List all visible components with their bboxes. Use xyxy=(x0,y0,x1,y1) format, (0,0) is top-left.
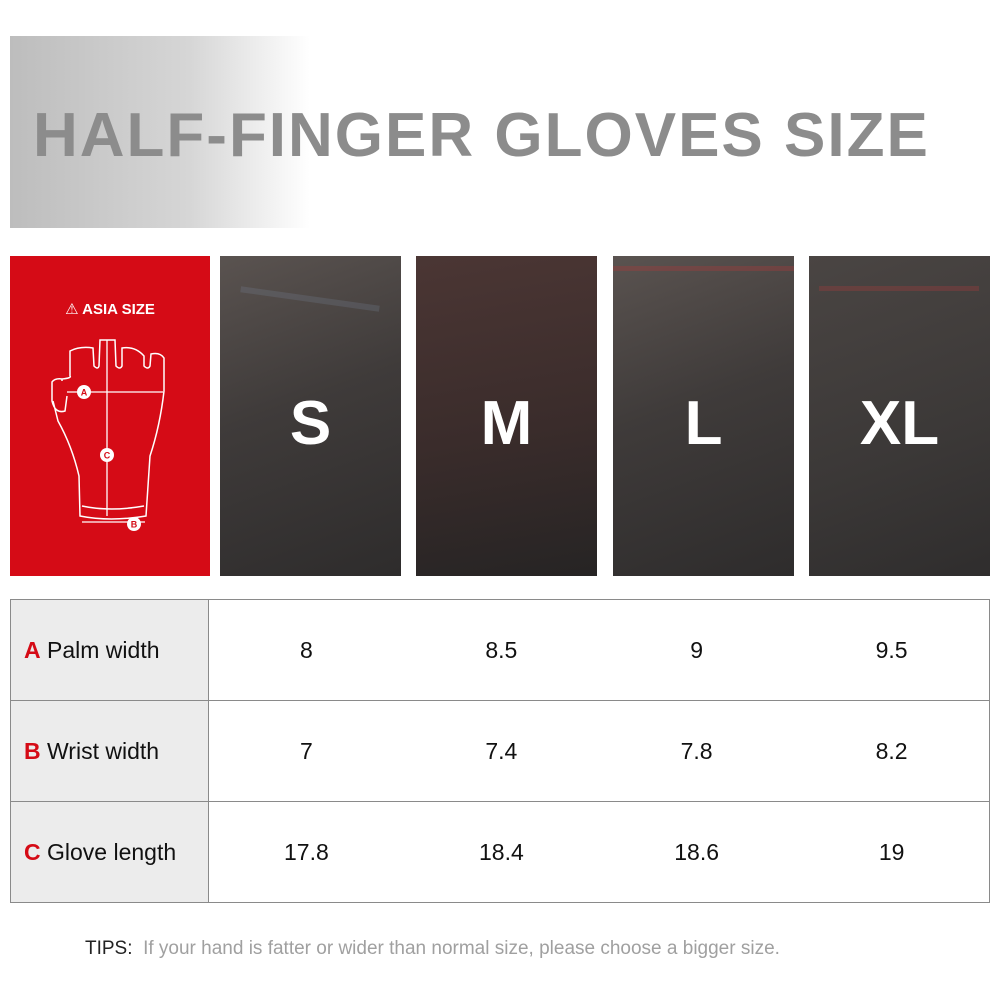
tips-note: TIPS: If your hand is fatter or wider th… xyxy=(85,938,965,960)
row-label: C Glove length xyxy=(10,801,209,903)
marker-b: B xyxy=(131,520,138,530)
size-photo-l: L xyxy=(613,256,794,576)
cell: 18.6 xyxy=(599,801,795,903)
asia-size-heading: ⚠ ASIA SIZE xyxy=(65,301,155,318)
size-label-l: L xyxy=(684,389,723,458)
cell: 7.8 xyxy=(599,700,795,802)
tips-label: TIPS: xyxy=(85,938,133,959)
table-row-wrist-width: B Wrist width 7 7.4 7.8 8.2 xyxy=(10,700,991,802)
cell: 8.2 xyxy=(794,700,991,802)
size-table: A Palm width 8 8.5 9 9.5 B Wrist width 7… xyxy=(10,599,991,903)
size-photo-m: M xyxy=(416,256,597,576)
size-photo-s: S xyxy=(220,256,401,576)
cell: 7.4 xyxy=(403,700,599,802)
cell: 8.5 xyxy=(403,599,599,701)
size-label-xl: XL xyxy=(859,389,940,458)
cell: 7 xyxy=(208,700,404,802)
row-label: A Palm width xyxy=(10,599,209,701)
marker-c: C xyxy=(104,451,111,461)
size-label-s: S xyxy=(289,389,332,458)
title-background xyxy=(10,36,310,228)
cell: 9.5 xyxy=(794,599,991,701)
warning-icon: ⚠ xyxy=(65,301,79,318)
cell: 19 xyxy=(794,801,991,903)
size-photo-xl: XL xyxy=(809,256,990,576)
table-row-palm-width: A Palm width 8 8.5 9 9.5 xyxy=(10,599,991,701)
table-row-glove-length: C Glove length 17.8 18.4 18.6 19 xyxy=(10,801,991,903)
page-title: HALF-FINGER GLOVES SIZE xyxy=(33,101,930,170)
size-label-m: M xyxy=(480,389,533,458)
row-label: B Wrist width xyxy=(10,700,209,802)
cell: 8 xyxy=(208,599,404,701)
asia-size-panel: ⚠ ASIA SIZE A B C xyxy=(10,256,210,576)
cell: 17.8 xyxy=(208,801,404,903)
cell: 18.4 xyxy=(403,801,599,903)
cell: 9 xyxy=(599,599,795,701)
marker-a: A xyxy=(81,388,88,398)
tips-text: If your hand is fatter or wider than nor… xyxy=(143,938,780,959)
glove-diagram-icon: A B C xyxy=(51,339,165,531)
